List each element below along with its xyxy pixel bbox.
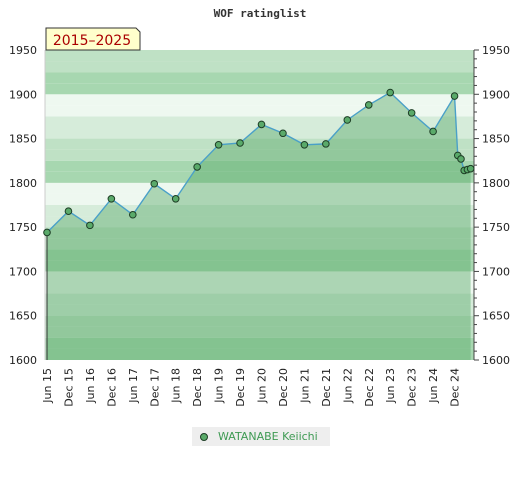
y-tick-label-right: 1950 <box>482 44 510 57</box>
data-point <box>279 129 287 138</box>
y-tick-label-left: 1900 <box>9 88 37 101</box>
grid-band <box>45 83 474 95</box>
y-tick-label-left: 1850 <box>9 133 37 146</box>
grid-band <box>45 326 474 338</box>
grid-band <box>45 293 474 305</box>
data-point <box>107 195 116 203</box>
legend[interactable]: WATANABE Keiichi <box>192 427 330 446</box>
y-tick-label-right: 1750 <box>482 221 510 234</box>
data-point <box>466 164 475 173</box>
data-point <box>171 195 180 203</box>
grid-band <box>45 138 474 150</box>
data-point <box>457 155 465 163</box>
data-point <box>257 120 266 129</box>
y-tick-label-left: 1800 <box>9 177 37 190</box>
data-point <box>64 207 73 215</box>
y-tick-label-left: 1750 <box>9 221 37 234</box>
grid-band <box>45 315 474 327</box>
data-point <box>450 92 459 100</box>
grid-band <box>45 72 474 84</box>
data-point <box>343 116 352 124</box>
data-point <box>407 109 416 117</box>
legend-series-label: WATANABE Keiichi <box>218 430 318 443</box>
x-tick-label: Jun 16 <box>84 368 97 404</box>
x-tick-label: Dec 24 <box>449 368 462 407</box>
grid-band <box>45 205 474 217</box>
grid-band <box>45 337 474 349</box>
data-point <box>43 228 51 237</box>
data-point <box>386 88 395 97</box>
y-ticks-right: 1600 1650 1700 1750 1800 1850 1900 1950 <box>474 44 510 367</box>
data-point <box>86 221 94 230</box>
grid-band <box>45 160 474 172</box>
background-bands <box>45 50 474 360</box>
grid-band <box>45 50 474 62</box>
x-tick-label: Jun 18 <box>170 368 183 404</box>
x-tick-label: Dec 21 <box>320 368 333 407</box>
data-point <box>322 140 330 148</box>
data-points <box>43 88 475 237</box>
data-point <box>429 127 437 136</box>
y-tick-label-right: 1800 <box>482 177 510 190</box>
data-point <box>129 210 137 219</box>
grid-band <box>45 193 474 205</box>
x-tick-label: Dec 22 <box>363 368 376 407</box>
grid-band <box>45 227 474 239</box>
y-tick-label-left: 1950 <box>9 44 37 57</box>
grid-band <box>45 271 474 283</box>
grid-band <box>45 149 474 161</box>
y-tick-label-right: 1900 <box>482 88 510 101</box>
x-tick-label: Dec 18 <box>191 368 204 407</box>
y-tick-label-left: 1650 <box>9 310 37 323</box>
grid-band <box>45 238 474 250</box>
y-tick-label-right: 1600 <box>482 354 510 367</box>
data-point <box>364 101 373 109</box>
series-area <box>47 92 471 360</box>
y-tick-label-right: 1850 <box>482 133 510 146</box>
date-range-badge: 2015–2025 <box>45 27 141 51</box>
grid-band <box>45 105 474 117</box>
grid-band <box>45 182 474 194</box>
grid-band <box>45 127 474 139</box>
data-point <box>300 140 309 149</box>
x-tick-label: Jun 22 <box>341 368 354 404</box>
x-tick-label: Dec 23 <box>406 368 419 407</box>
data-point <box>150 179 159 188</box>
x-tick-label: Dec 19 <box>234 368 247 407</box>
y-tick-label-right: 1700 <box>482 265 510 278</box>
x-tick-label: Jun 19 <box>213 368 226 404</box>
x-tick-label: Dec 15 <box>62 368 75 407</box>
x-ticks: Jun 15 Dec 15 Jun 16 Dec 16 Jun 17 Dec 17 Jun … <box>41 368 462 407</box>
grid-band <box>45 216 474 228</box>
grid-band <box>45 260 474 272</box>
data-point <box>193 163 201 171</box>
y-tick-label-right: 1650 <box>482 310 510 323</box>
y-tick-label-left: 1600 <box>9 354 37 367</box>
chart-title: WOF ratinglist <box>214 7 307 20</box>
grid-band <box>45 61 474 73</box>
y-ticks-left: 1600 1650 1700 1750 1800 1850 1900 1950 <box>9 44 37 367</box>
grid-band <box>45 348 474 360</box>
x-tick-label: Jun 23 <box>384 368 397 404</box>
x-tick-label: Jun 15 <box>41 368 54 404</box>
grid-band <box>45 94 474 106</box>
grid-band <box>45 171 474 183</box>
x-tick-label: Dec 17 <box>148 368 161 407</box>
x-tick-label: Dec 20 <box>277 368 290 407</box>
x-tick-label: Jun 21 <box>298 368 311 404</box>
x-tick-label: Dec 16 <box>105 368 118 407</box>
x-tick-label: Jun 24 <box>427 368 440 404</box>
grid-band <box>45 304 474 316</box>
grid-band <box>45 249 474 261</box>
data-point <box>236 139 244 147</box>
grid-band <box>45 282 474 294</box>
legend-marker <box>200 432 208 441</box>
x-tick-label: Jun 20 <box>256 368 269 404</box>
y-tick-label-left: 1700 <box>9 265 37 278</box>
data-point <box>214 140 223 149</box>
x-tick-label: Jun 17 <box>127 368 140 404</box>
date-range-label: 2015–2025 <box>53 33 131 49</box>
